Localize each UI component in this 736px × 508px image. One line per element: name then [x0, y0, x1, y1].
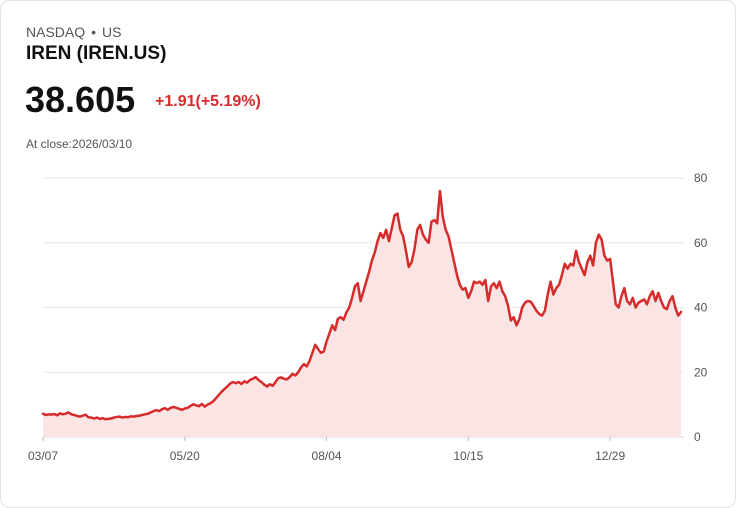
x-axis: 03/07 05/20 08/04 10/15 12/29 — [28, 437, 625, 463]
y-tick-label: 20 — [694, 365, 708, 379]
separator-dot: • — [91, 24, 97, 40]
price-change: +1.91(+5.19%) — [155, 93, 261, 110]
region: US — [102, 24, 122, 40]
x-tick-label: 05/20 — [170, 449, 200, 463]
x-tick-label: 08/04 — [312, 449, 342, 463]
price-area-fill — [43, 190, 681, 437]
price-line — [41, 189, 683, 421]
y-tick-label: 0 — [694, 430, 701, 444]
y-tick-label: 60 — [694, 236, 708, 250]
x-tick-label: 12/29 — [595, 449, 625, 463]
exchange-name: NASDAQ — [26, 24, 86, 40]
x-tick-label: 03/07 — [28, 449, 58, 463]
stock-title: IREN (IREN.US) — [26, 43, 167, 64]
close-date: At close:2026/03/10 — [26, 137, 133, 151]
y-tick-label: 80 — [694, 171, 708, 185]
exchange-line: NASDAQ • US — [26, 24, 121, 40]
last-price: 38.605 — [25, 79, 136, 120]
x-tick-label: 10/15 — [453, 449, 483, 463]
y-tick-label: 40 — [694, 301, 708, 315]
y-axis: 0 20 40 60 80 — [694, 171, 708, 444]
